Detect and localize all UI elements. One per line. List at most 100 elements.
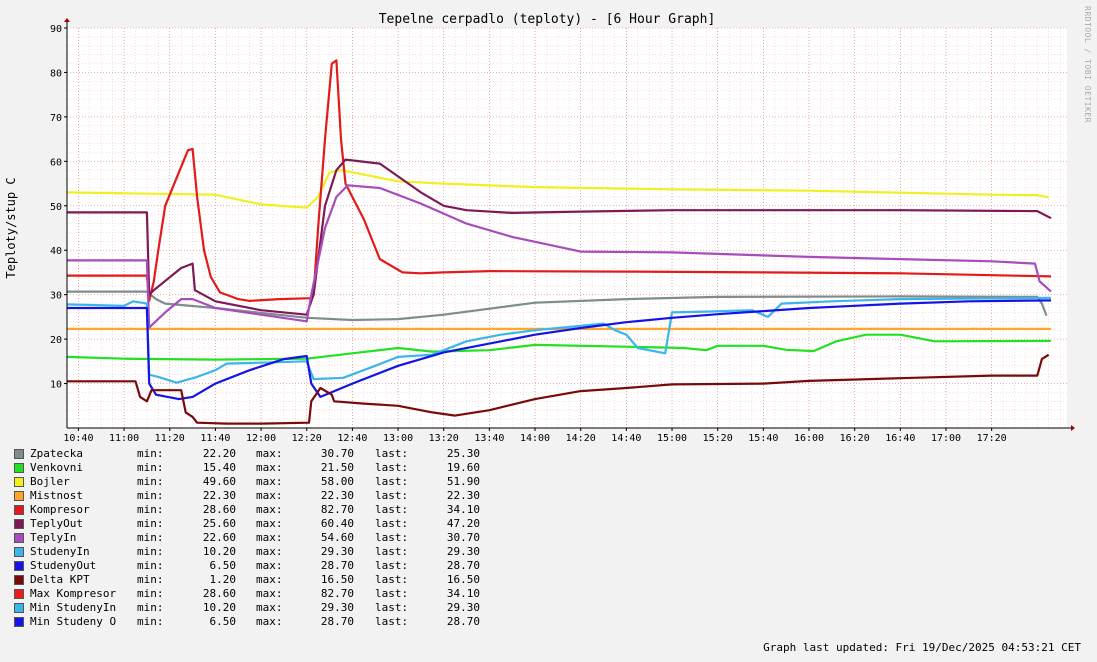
legend-max-value: 28.70 bbox=[320, 615, 354, 628]
legend-last-label: last: bbox=[375, 517, 409, 530]
legend-last-label: last: bbox=[375, 573, 409, 586]
plot-area bbox=[67, 28, 1067, 428]
y-tick-label: 50 bbox=[50, 202, 62, 213]
x-tick-label: 12:00 bbox=[246, 433, 276, 444]
legend-last-label: last: bbox=[375, 503, 409, 516]
legend-swatch bbox=[14, 491, 24, 501]
legend-min-label: min: bbox=[137, 503, 164, 516]
x-tick-label: 12:20 bbox=[292, 433, 322, 444]
legend-last-label: last: bbox=[375, 447, 409, 460]
y-tick-label: 70 bbox=[50, 113, 62, 124]
legend-name: Bojler bbox=[30, 475, 70, 488]
y-tick-label: 30 bbox=[50, 291, 62, 302]
legend-max-label: max: bbox=[256, 447, 283, 460]
legend-min-label: min: bbox=[137, 573, 164, 586]
legend-swatch bbox=[14, 449, 24, 459]
x-tick-label: 10:40 bbox=[63, 433, 93, 444]
legend-last-value: 25.30 bbox=[446, 447, 480, 460]
legend-max-value: 29.30 bbox=[320, 545, 354, 558]
legend-last-label: last: bbox=[375, 461, 409, 474]
y-axis-arrow bbox=[64, 18, 70, 22]
legend-last-value: 47.20 bbox=[446, 517, 480, 530]
series-line-teplyout bbox=[67, 158, 1052, 316]
legend-max-value: 58.00 bbox=[320, 475, 354, 488]
legend-max-value: 22.30 bbox=[320, 489, 354, 502]
legend-last-value: 28.70 bbox=[446, 615, 480, 628]
x-tick-label: 14:20 bbox=[566, 433, 596, 444]
legend-name: Delta KPT bbox=[30, 573, 90, 586]
legend-name: Min Studeny O bbox=[30, 615, 117, 628]
legend-max-label: max: bbox=[256, 461, 283, 474]
x-tick-label: 15:20 bbox=[703, 433, 733, 444]
legend-min-value: 25.60 bbox=[202, 517, 236, 530]
legend-max-label: max: bbox=[256, 475, 283, 488]
legend-swatch bbox=[14, 533, 24, 543]
legend-last-value: 19.60 bbox=[446, 461, 480, 474]
legend-max-value: 82.70 bbox=[320, 587, 354, 600]
legend-last-value: 34.10 bbox=[446, 503, 480, 516]
legend-max-value: 54.60 bbox=[320, 531, 354, 544]
x-tick-label: 14:00 bbox=[520, 433, 550, 444]
x-tick-label: 16:20 bbox=[840, 433, 870, 444]
series-line-venkovni bbox=[66, 333, 1052, 361]
legend-min-label: min: bbox=[137, 601, 164, 614]
legend-min-value: 15.40 bbox=[202, 461, 236, 474]
legend-name: Max Kompresor bbox=[30, 587, 117, 600]
legend-last-value: 34.10 bbox=[446, 587, 480, 600]
legend-max-value: 29.30 bbox=[320, 601, 354, 614]
legend-max-label: max: bbox=[256, 489, 283, 502]
x-tick-label: 13:00 bbox=[383, 433, 413, 444]
y-tick-label: 80 bbox=[50, 68, 62, 79]
axes: 10:40 11:00 11:20 11:40 12:00 12:20 12:40 13:00… bbox=[50, 18, 1075, 444]
legend-max-label: max: bbox=[256, 545, 283, 558]
legend-max-value: 16.50 bbox=[320, 573, 354, 586]
legend-swatch bbox=[14, 589, 24, 599]
y-axis-label: Teploty/stup C bbox=[4, 177, 18, 278]
series-line-bojler bbox=[66, 169, 1049, 209]
x-tick-label: 11:20 bbox=[155, 433, 185, 444]
series-line-delta-kpt bbox=[67, 353, 1050, 425]
y-tick-label: 60 bbox=[50, 157, 62, 168]
y-tick-label: 90 bbox=[50, 24, 62, 35]
legend-min-label: min: bbox=[137, 615, 164, 628]
legend-max-label: max: bbox=[256, 503, 283, 516]
series-line-teplyin bbox=[67, 184, 1052, 329]
legend-max-label: max: bbox=[256, 559, 283, 572]
x-tick-label: 17:20 bbox=[977, 433, 1007, 444]
x-tick-label: 17:00 bbox=[931, 433, 961, 444]
legend-last-value: 22.30 bbox=[446, 489, 480, 502]
legend-swatch bbox=[14, 463, 24, 473]
series-line-zpatecka bbox=[67, 290, 1048, 322]
legend-min-value: 10.20 bbox=[202, 545, 236, 558]
legend-max-value: 28.70 bbox=[320, 559, 354, 572]
x-tick-label: 13:40 bbox=[474, 433, 504, 444]
legend-swatch bbox=[14, 477, 24, 487]
legend-name: Zpatecka bbox=[30, 447, 83, 460]
legend-max-label: max: bbox=[256, 573, 283, 586]
legend-swatch bbox=[14, 505, 24, 515]
legend-min-value: 6.50 bbox=[209, 615, 237, 628]
legend-min-label: min: bbox=[137, 531, 164, 544]
legend-swatch bbox=[14, 519, 24, 529]
legend-swatch bbox=[14, 617, 24, 627]
legend-max-value: 30.70 bbox=[320, 447, 354, 460]
watermark: RRDTOOL / TOBI OETIKER bbox=[1083, 6, 1092, 123]
legend-max-value: 60.40 bbox=[320, 517, 354, 530]
x-axis-arrow bbox=[1071, 425, 1075, 431]
legend-swatch bbox=[14, 547, 24, 557]
legend-name: Kompresor bbox=[30, 503, 90, 516]
legend-last-value: 29.30 bbox=[446, 545, 480, 558]
legend-last-value: 30.70 bbox=[446, 531, 480, 544]
legend-swatch bbox=[14, 603, 24, 613]
legend-last-label: last: bbox=[375, 587, 409, 600]
x-tick-label: 12:40 bbox=[337, 433, 367, 444]
legend-name: Min StudenyIn bbox=[30, 601, 117, 614]
legend-last-value: 28.70 bbox=[446, 559, 480, 572]
legend-name: StudenyIn bbox=[30, 545, 90, 558]
legend-min-value: 22.60 bbox=[202, 531, 236, 544]
legend-min-label: min: bbox=[137, 517, 164, 530]
x-tick-label: 11:40 bbox=[200, 433, 230, 444]
legend-min-value: 22.30 bbox=[202, 489, 236, 502]
legend-min-label: min: bbox=[137, 475, 164, 488]
